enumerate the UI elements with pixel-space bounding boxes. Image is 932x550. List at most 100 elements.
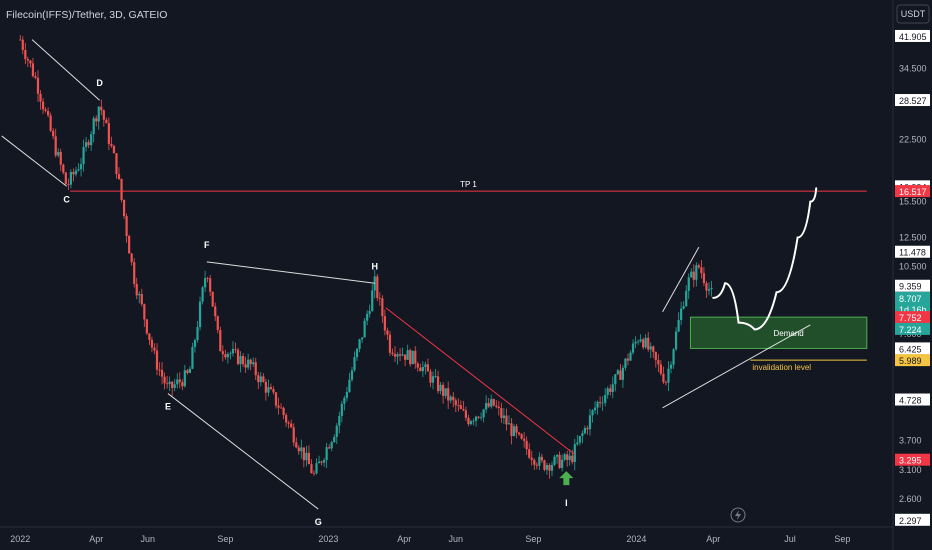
candle-body — [659, 364, 662, 374]
price-tag — [895, 393, 930, 406]
candle-body — [343, 397, 346, 404]
candle-body — [520, 434, 523, 439]
candle-body — [464, 410, 468, 418]
candle-body — [396, 354, 399, 357]
candle-body — [634, 341, 637, 344]
candle-body — [166, 383, 169, 385]
candle-body — [538, 456, 541, 466]
candle-body — [138, 294, 141, 296]
candle-body — [553, 456, 556, 465]
candle-body — [285, 415, 288, 423]
candle-body — [338, 415, 341, 426]
candle-body — [416, 363, 419, 368]
trendline — [385, 307, 576, 455]
candle-body — [573, 444, 576, 463]
candle-body — [305, 452, 308, 461]
candle-body — [145, 319, 148, 334]
pivot-label-f: F — [204, 240, 210, 250]
candle-body — [705, 283, 708, 291]
candle-body — [480, 417, 483, 419]
candle-body — [436, 376, 440, 392]
candle-body — [644, 337, 647, 348]
candle-body — [100, 106, 103, 111]
candle-body — [662, 373, 665, 383]
candle-body — [368, 311, 371, 314]
pivot-label-g: G — [315, 517, 322, 527]
candle-body — [652, 346, 655, 352]
trendline — [662, 246, 700, 313]
candle-body — [454, 400, 457, 406]
candle-body — [614, 374, 617, 385]
candle-body — [214, 306, 217, 317]
candle-body — [411, 350, 414, 365]
candle-body — [312, 473, 316, 474]
candle-body — [29, 60, 32, 64]
candle-body — [647, 337, 650, 350]
invalidation-label: invalidation level — [752, 363, 811, 372]
candle-body — [350, 370, 354, 380]
candle-body — [57, 151, 60, 156]
candle-body — [664, 382, 668, 383]
candle-body — [340, 403, 343, 416]
price-tick-label: 2.600 — [899, 494, 922, 504]
candle-body — [54, 136, 57, 156]
candle-body — [371, 290, 374, 312]
candle-body — [601, 402, 604, 404]
candle-body — [79, 164, 83, 170]
candle-body — [485, 403, 488, 410]
candle-body — [176, 379, 179, 385]
price-tag-value: 2.297 — [899, 516, 922, 526]
candle-body — [378, 297, 381, 299]
candle-body — [188, 368, 192, 373]
candle-body — [193, 340, 197, 348]
candle-body — [279, 407, 283, 409]
candles — [19, 34, 713, 479]
candle-body — [115, 153, 118, 175]
candle-body — [122, 199, 126, 217]
candle-body — [209, 278, 212, 292]
candle-body — [657, 359, 660, 365]
candle-body — [393, 354, 397, 357]
time-tick-label: Apr — [89, 534, 103, 544]
candle-body — [358, 339, 361, 349]
candle-body — [682, 306, 685, 309]
tp1-label: TP 1 — [460, 180, 477, 189]
candle-body — [82, 146, 85, 165]
demand-zone-label: Demand — [774, 329, 804, 338]
time-axis-bg — [0, 527, 893, 550]
candle-body — [196, 327, 199, 341]
candle-body — [685, 290, 688, 307]
candle-body — [690, 271, 693, 278]
candle-body — [226, 353, 229, 358]
candle-body — [558, 454, 561, 468]
candle-body — [649, 346, 652, 350]
candle-body — [135, 283, 138, 296]
candle-body — [353, 357, 356, 371]
price-tag-value: 28.527 — [899, 96, 927, 106]
candle-body — [348, 379, 351, 392]
candle-body — [287, 422, 290, 424]
candle-body — [502, 415, 505, 418]
price-tag-value: 11.478 — [899, 248, 926, 258]
candle-body — [700, 267, 703, 274]
candle-body — [229, 353, 232, 355]
candle-body — [62, 164, 65, 173]
price-tag-value: 4.728 — [899, 396, 922, 406]
candle-body — [515, 426, 518, 433]
candle-body — [173, 384, 176, 388]
candle-body — [148, 333, 151, 340]
price-tick-label: 3.700 — [899, 435, 922, 445]
candle-body — [292, 427, 295, 443]
candle-body — [335, 425, 338, 437]
time-tick-label: Jun — [449, 534, 464, 544]
candle-body — [588, 415, 592, 430]
candle-body — [401, 354, 404, 356]
candle-body — [290, 423, 293, 428]
candle-body — [219, 329, 222, 352]
candle-body — [398, 354, 402, 356]
price-tag-value: 16.517 — [899, 187, 927, 197]
candle-body — [459, 405, 462, 409]
candle-body — [317, 461, 321, 464]
